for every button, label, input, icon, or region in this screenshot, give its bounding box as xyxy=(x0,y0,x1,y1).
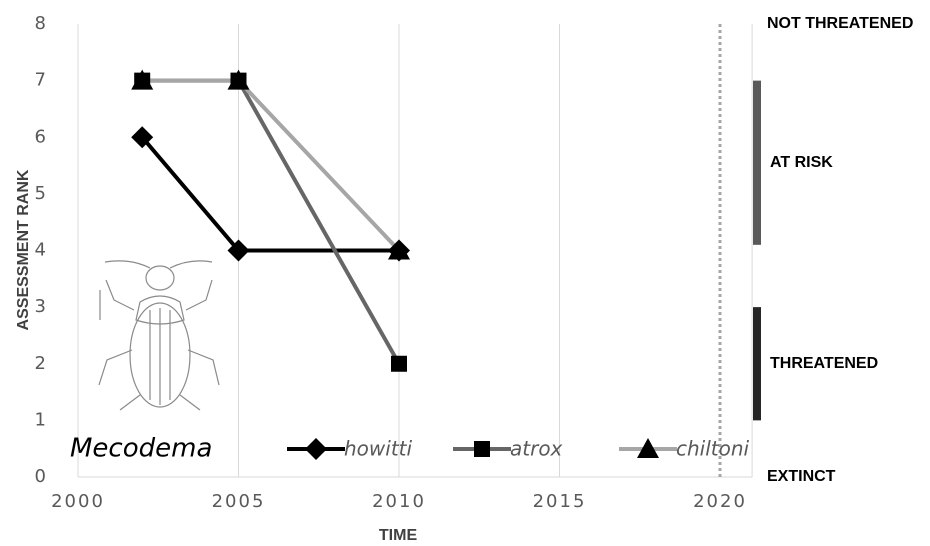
y-tick-label: 0 xyxy=(35,466,48,487)
series-line xyxy=(142,78,401,252)
legend-marker xyxy=(474,441,490,457)
y-tick-label: 1 xyxy=(35,409,48,430)
x-tick-label: 2005 xyxy=(212,491,266,512)
beetle-illustration xyxy=(98,260,220,411)
y-tick-label: 7 xyxy=(35,70,48,91)
legend-title: Mecodema xyxy=(70,434,212,464)
data-point xyxy=(388,239,410,260)
status-band xyxy=(753,80,761,245)
y-tick-label: 3 xyxy=(35,296,48,317)
data-point xyxy=(227,239,250,262)
x-tick-label: 2020 xyxy=(693,491,747,512)
x-axis-title: TIME xyxy=(379,527,418,544)
data-point xyxy=(131,69,154,90)
data-point xyxy=(227,69,250,90)
x-tick-label: 2010 xyxy=(372,491,426,512)
status-band-label: AT RISK xyxy=(770,154,833,171)
y-tick-label: 4 xyxy=(35,240,48,261)
y-tick-label: 2 xyxy=(35,353,48,374)
legend-label: chiltoni xyxy=(676,437,750,461)
y-tick-label: 8 xyxy=(35,13,48,34)
data-point xyxy=(391,355,407,372)
status-band xyxy=(753,307,761,421)
status-label: EXTINCT xyxy=(767,468,836,485)
status-band-label: THREATENED xyxy=(770,355,878,372)
status-label: NOT THREATENED xyxy=(767,15,913,32)
x-tick-label: 2000 xyxy=(51,491,105,512)
y-axis-title: ASSESSMENT RANK xyxy=(15,169,32,330)
legend-marker xyxy=(305,438,327,460)
series-line xyxy=(140,135,399,253)
y-tick-label: 5 xyxy=(35,183,48,204)
y-tick-label: 6 xyxy=(35,126,48,147)
data-point xyxy=(131,126,154,149)
x-tick-label: 2015 xyxy=(533,491,587,512)
legend-label: howitti xyxy=(344,437,413,461)
legend-marker xyxy=(637,438,659,458)
legend-label: atrox xyxy=(510,437,563,461)
